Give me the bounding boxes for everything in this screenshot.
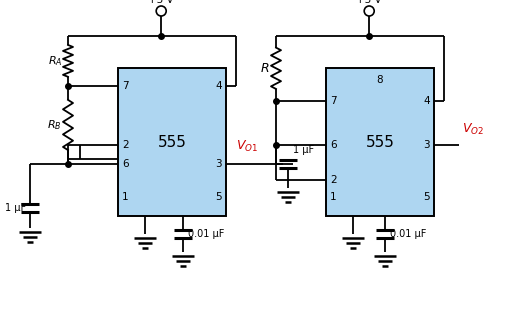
Text: 7: 7: [330, 96, 336, 106]
Text: 1: 1: [330, 192, 336, 202]
Text: $R_A$: $R_A$: [48, 54, 62, 68]
Text: 4: 4: [423, 96, 430, 106]
Text: 4: 4: [216, 81, 222, 91]
Text: 1 μF: 1 μF: [5, 203, 26, 213]
Text: 5: 5: [216, 192, 222, 202]
Text: 555: 555: [366, 135, 394, 149]
Text: 5: 5: [423, 192, 430, 202]
Text: +5 V: +5 V: [148, 0, 174, 5]
Text: 2: 2: [122, 140, 129, 150]
FancyBboxPatch shape: [118, 68, 226, 216]
Text: 555: 555: [158, 135, 186, 149]
Text: $V_{O1}$: $V_{O1}$: [236, 139, 258, 154]
Text: 0.01 μF: 0.01 μF: [188, 229, 224, 239]
Text: 1 μF: 1 μF: [293, 145, 314, 155]
Text: $V_{O2}$: $V_{O2}$: [462, 122, 484, 137]
Text: $R$: $R$: [261, 62, 270, 75]
Text: 0.01 μF: 0.01 μF: [390, 229, 427, 239]
Circle shape: [364, 6, 374, 16]
Text: +5 V: +5 V: [356, 0, 382, 5]
Text: 2: 2: [330, 175, 336, 185]
Text: 3: 3: [216, 159, 222, 169]
Text: 8: 8: [377, 75, 383, 85]
Text: 3: 3: [423, 140, 430, 150]
Text: 6: 6: [330, 140, 336, 150]
Text: $R_B$: $R_B$: [48, 118, 62, 132]
Text: 6: 6: [122, 159, 129, 169]
Circle shape: [156, 6, 166, 16]
Text: 1: 1: [122, 192, 129, 202]
Text: 7: 7: [122, 81, 129, 91]
FancyBboxPatch shape: [326, 68, 434, 216]
